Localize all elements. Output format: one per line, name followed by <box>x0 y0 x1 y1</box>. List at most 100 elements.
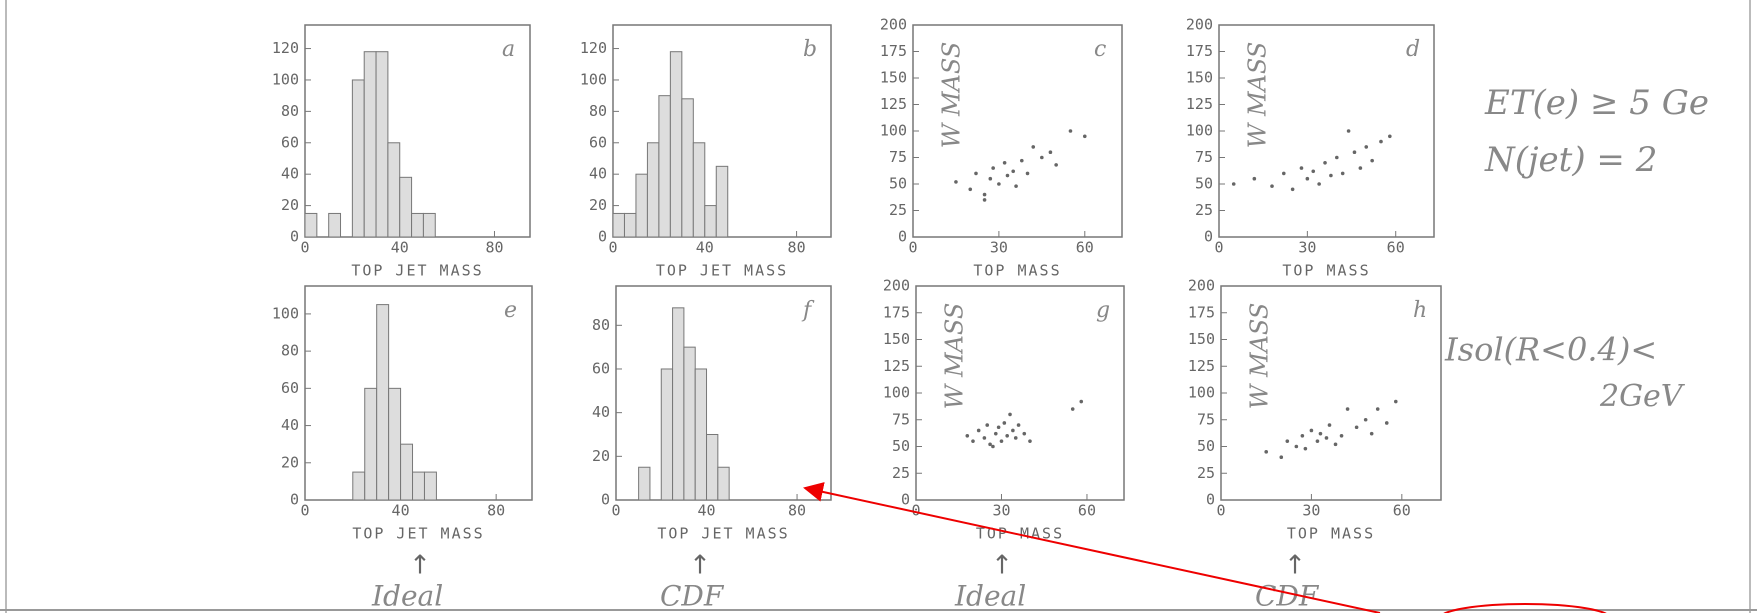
histogram-bar <box>716 166 727 237</box>
y-tick-label: 25 <box>1197 464 1215 482</box>
y-tick-label: 200 <box>1188 277 1215 295</box>
histogram-bar <box>413 472 425 500</box>
scatter-point <box>1325 436 1329 440</box>
y-tick-label: 0 <box>1206 491 1215 509</box>
column-label: Ideal <box>371 580 443 613</box>
scatter-point <box>1323 161 1327 165</box>
scatter-point <box>1319 432 1323 436</box>
y-tick-label: 50 <box>1197 437 1215 455</box>
histogram-bar <box>412 213 424 237</box>
scatter-point <box>983 436 987 440</box>
x-tick-label: 0 <box>608 239 617 257</box>
scatter-point <box>1017 423 1021 427</box>
y-tick-label: 40 <box>281 165 299 183</box>
histogram-bar <box>329 213 341 237</box>
histogram-bar <box>659 96 670 237</box>
histogram-bar <box>705 206 716 237</box>
scatter-point <box>1011 429 1015 433</box>
y-tick-label: 20 <box>281 196 299 214</box>
y-tick-label: 0 <box>290 228 299 246</box>
scatter-point <box>1370 432 1374 436</box>
scatter-point <box>954 180 958 184</box>
scatter-point <box>989 177 993 181</box>
y-tick-label: 80 <box>281 102 299 120</box>
y-tick-label: 0 <box>898 228 907 246</box>
scatter-point <box>1291 188 1295 192</box>
scatter-point <box>1346 407 1350 411</box>
scatter-point <box>1379 140 1383 144</box>
y-tick-label: 60 <box>281 133 299 151</box>
x-axis-label: TOP JET MASS <box>352 525 484 543</box>
histogram-bar <box>389 388 401 500</box>
y-tick-label: 200 <box>880 16 907 34</box>
x-tick-label: 0 <box>300 502 309 520</box>
scatter-point <box>1232 182 1236 186</box>
scatter-point <box>1079 400 1083 404</box>
y-tick-label: 0 <box>1204 228 1213 246</box>
histogram-bar <box>647 143 658 237</box>
scatter-point <box>1020 159 1024 163</box>
scatter-point <box>1253 177 1257 181</box>
scatter-point <box>1049 150 1053 154</box>
arrow-up: ↑ <box>991 551 1013 581</box>
scatter-point <box>1370 159 1374 163</box>
y-tick-label: 75 <box>1195 148 1213 166</box>
histogram-bar <box>365 388 377 500</box>
histogram-bar <box>613 213 624 237</box>
scatter-point <box>1329 174 1333 178</box>
histogram-bar <box>377 305 389 500</box>
scatter-point <box>1311 169 1315 173</box>
scatter-point <box>1083 135 1087 139</box>
x-tick-label: 40 <box>696 239 714 257</box>
scatter-point <box>1031 145 1035 149</box>
arrow-up: ↑ <box>1284 551 1306 581</box>
scatter-point <box>1003 421 1007 425</box>
y-tick-label: 80 <box>281 342 299 360</box>
x-tick-label: 30 <box>990 239 1008 257</box>
histogram-bar <box>684 347 695 500</box>
histogram-bar <box>682 99 693 237</box>
y-tick-label: 25 <box>892 464 910 482</box>
y-tick-label: 125 <box>1188 357 1215 375</box>
y-tick-label: 150 <box>1188 330 1215 348</box>
y-tick-label: 50 <box>1195 175 1213 193</box>
y-tick-label: 200 <box>883 277 910 295</box>
scatter-point <box>1364 418 1368 422</box>
histogram-bar <box>673 308 684 500</box>
y-tick-label: 150 <box>883 330 910 348</box>
y-tick-label: 100 <box>1188 384 1215 402</box>
y-tick-label: 0 <box>601 491 610 509</box>
x-tick-label: 80 <box>485 239 503 257</box>
y-tick-label: 120 <box>580 39 607 57</box>
x-tick-label: 60 <box>1078 502 1096 520</box>
y-tick-label: 40 <box>281 416 299 434</box>
panel-label: h <box>1413 298 1427 323</box>
scatter-point <box>971 439 975 443</box>
x-tick-label: 60 <box>1076 239 1094 257</box>
scatter-point <box>1069 129 1073 133</box>
x-tick-label: 0 <box>1214 239 1223 257</box>
scatter-point <box>1304 447 1308 451</box>
scatter-point <box>1310 429 1314 433</box>
panel: 025507510012515017520003060TOP MASSgW MA… <box>883 277 1124 543</box>
x-tick-label: 30 <box>1298 239 1316 257</box>
scatter-point <box>968 188 972 192</box>
scatter-point <box>1388 135 1392 139</box>
arrow-up: ↑ <box>689 551 711 581</box>
scatter-point <box>1328 423 1332 427</box>
histogram-bar <box>707 434 718 500</box>
scatter-point <box>1301 434 1305 438</box>
scatter-point <box>1040 156 1044 160</box>
column-label: Ideal <box>954 580 1026 613</box>
histogram-bar <box>424 472 436 500</box>
scatter-point <box>991 445 995 449</box>
y-axis-label: W MASS <box>1246 303 1274 410</box>
panel-label: d <box>1406 37 1420 62</box>
y-tick-label: 100 <box>272 304 299 322</box>
y-tick-label: 150 <box>880 69 907 87</box>
